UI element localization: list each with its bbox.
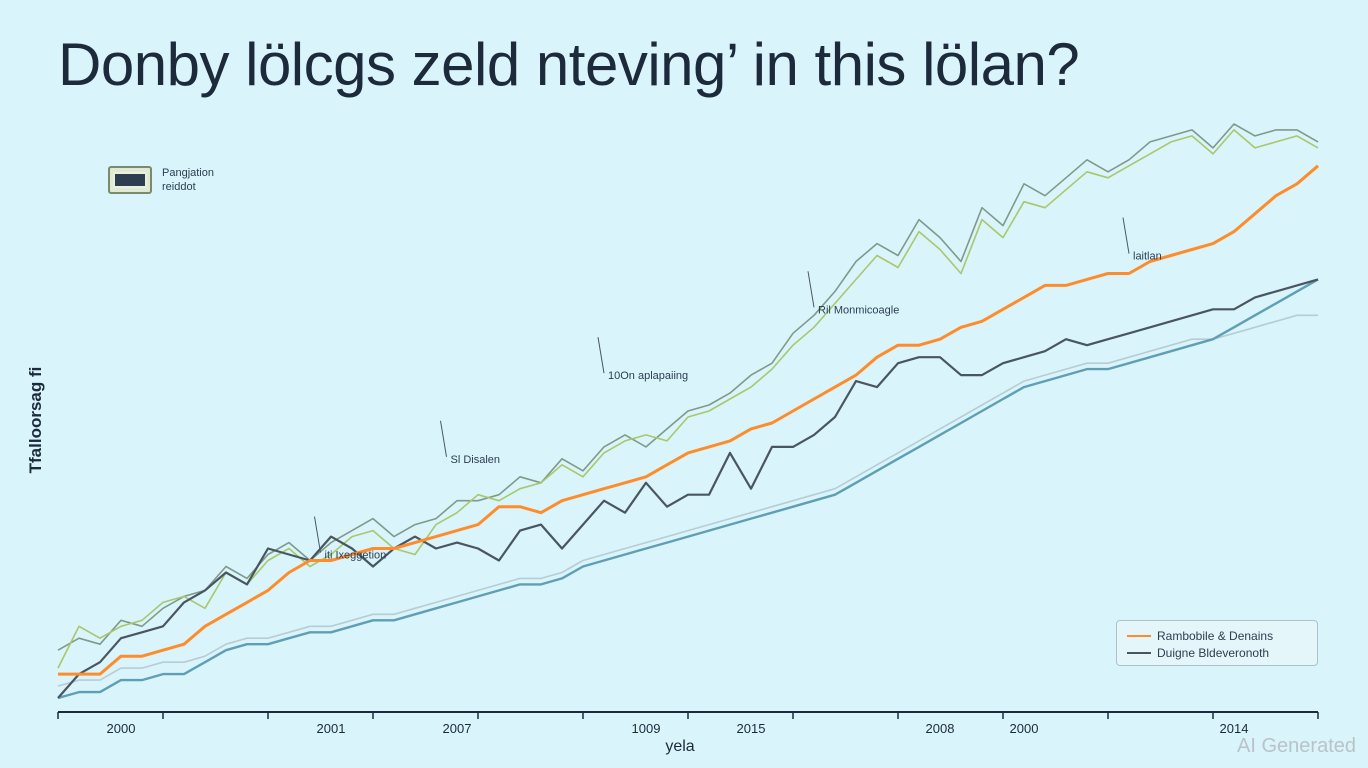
legend-item-0: Rambobile & Denains xyxy=(1127,627,1307,644)
annotation-leader-4 xyxy=(1122,217,1130,254)
panel-swatch-icon xyxy=(108,166,152,194)
x-tick-label-6: 2000 xyxy=(1010,721,1039,736)
annotation-label-3: Ril Monmicoagle xyxy=(818,304,899,316)
watermark: AI Generated xyxy=(1237,735,1356,757)
page-title: Donby lölcgs zeld nteving’ in this lölan… xyxy=(58,31,1080,98)
annotation-label-4: laitlan xyxy=(1133,251,1162,263)
series-line-0 xyxy=(58,164,1319,676)
top-legend-line1: Pangjation xyxy=(162,167,214,179)
top-legend: Pangjation reiddot xyxy=(108,166,214,194)
legend-item-1: Duigne Bldeveronoth xyxy=(1127,644,1307,661)
series-line-1 xyxy=(57,278,1319,699)
annotation-label-1: Sl Disalen xyxy=(451,454,501,466)
legend-label-1: Duigne Bldeveronoth xyxy=(1157,645,1270,660)
series-line-5 xyxy=(57,314,1318,687)
annotation-label-0: iti Ixeggetion xyxy=(325,550,387,562)
top-legend-line2: reiddot xyxy=(162,181,196,193)
legend-label-0: Rambobile & Denains xyxy=(1157,628,1274,643)
series-line-2 xyxy=(57,129,1319,669)
annotation-leader-1 xyxy=(440,420,447,457)
x-tick-label-4: 2015 xyxy=(737,721,766,736)
annotation-leader-0 xyxy=(314,516,321,553)
x-tick-label-7: 2014 xyxy=(1220,721,1249,736)
annotation-layer: iti Ixeggetion Sl Disalen 10On aplapaiing R… xyxy=(314,217,1162,562)
x-tick-label-5: 2008 xyxy=(926,721,955,736)
annotation-leader-3 xyxy=(807,271,815,308)
x-tick-label-2: 2007 xyxy=(443,721,472,736)
series-line-4 xyxy=(57,278,1319,700)
annotation-label-2: 10On aplapaiing xyxy=(608,370,688,382)
series-layer xyxy=(57,123,1319,700)
bottom-legend: Rambobile & Denains Duigne Bldeveronoth xyxy=(1116,620,1318,666)
legend-line-1 xyxy=(1127,651,1151,654)
x-tick-label-1: 2001 xyxy=(317,721,346,736)
x-tick-label-0: 2000 xyxy=(107,721,136,736)
x-axis-label: yela xyxy=(665,738,695,755)
legend-line-0 xyxy=(1127,634,1151,637)
x-tick-label-3: 1009 xyxy=(632,721,661,736)
series-line-3 xyxy=(57,123,1319,651)
x-tick-layer: 2000 2001 2007 1009 2015 2008 2000 2014 xyxy=(57,712,1319,736)
annotation-leader-2 xyxy=(597,337,605,374)
